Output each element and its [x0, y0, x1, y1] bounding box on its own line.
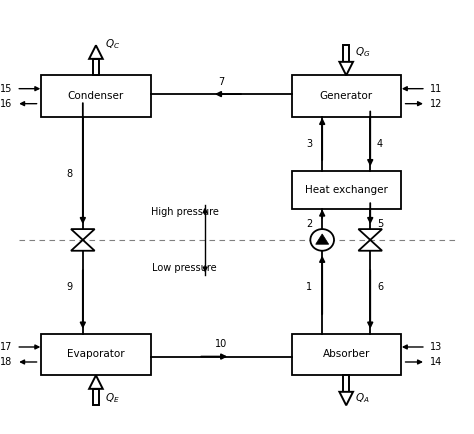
Text: $Q_E$: $Q_E$	[105, 391, 120, 405]
Text: 17: 17	[0, 342, 13, 352]
Text: 16: 16	[0, 99, 13, 108]
Text: 12: 12	[429, 99, 442, 108]
Circle shape	[310, 229, 334, 251]
Text: $Q_C$: $Q_C$	[105, 37, 120, 51]
Text: Low pressure: Low pressure	[152, 263, 217, 273]
Text: 11: 11	[429, 84, 442, 94]
FancyBboxPatch shape	[292, 334, 401, 375]
Text: 1: 1	[306, 282, 312, 292]
FancyBboxPatch shape	[41, 76, 151, 117]
FancyBboxPatch shape	[292, 76, 401, 117]
Text: Condenser: Condenser	[68, 91, 124, 101]
Text: Heat exchanger: Heat exchanger	[305, 185, 388, 195]
Polygon shape	[339, 62, 353, 76]
Text: 5: 5	[377, 219, 383, 229]
Text: 14: 14	[429, 357, 442, 367]
Text: $Q_A$: $Q_A$	[356, 391, 370, 405]
Text: 6: 6	[377, 282, 383, 292]
Text: 10: 10	[215, 339, 227, 349]
Text: 15: 15	[0, 84, 13, 94]
FancyBboxPatch shape	[344, 375, 349, 392]
Text: Evaporator: Evaporator	[67, 349, 125, 359]
Polygon shape	[358, 229, 382, 240]
FancyBboxPatch shape	[93, 389, 99, 405]
Text: 8: 8	[67, 169, 73, 179]
Text: Absorber: Absorber	[322, 349, 370, 359]
Polygon shape	[89, 45, 103, 59]
Text: 9: 9	[67, 282, 73, 292]
Text: 13: 13	[429, 342, 442, 352]
Text: 3: 3	[306, 139, 312, 149]
Text: 2: 2	[306, 219, 312, 229]
FancyBboxPatch shape	[41, 334, 151, 375]
Text: 4: 4	[377, 139, 383, 149]
Polygon shape	[71, 229, 95, 240]
Polygon shape	[339, 392, 353, 405]
Text: High pressure: High pressure	[151, 207, 219, 217]
Polygon shape	[316, 234, 328, 244]
Polygon shape	[71, 240, 95, 251]
FancyBboxPatch shape	[344, 45, 349, 62]
Text: 18: 18	[0, 357, 13, 367]
FancyBboxPatch shape	[93, 59, 99, 76]
Polygon shape	[358, 240, 382, 251]
Text: 7: 7	[218, 76, 224, 87]
FancyBboxPatch shape	[292, 171, 401, 209]
Text: $Q_G$: $Q_G$	[356, 46, 371, 59]
Text: Generator: Generator	[319, 91, 373, 101]
Polygon shape	[89, 375, 103, 389]
